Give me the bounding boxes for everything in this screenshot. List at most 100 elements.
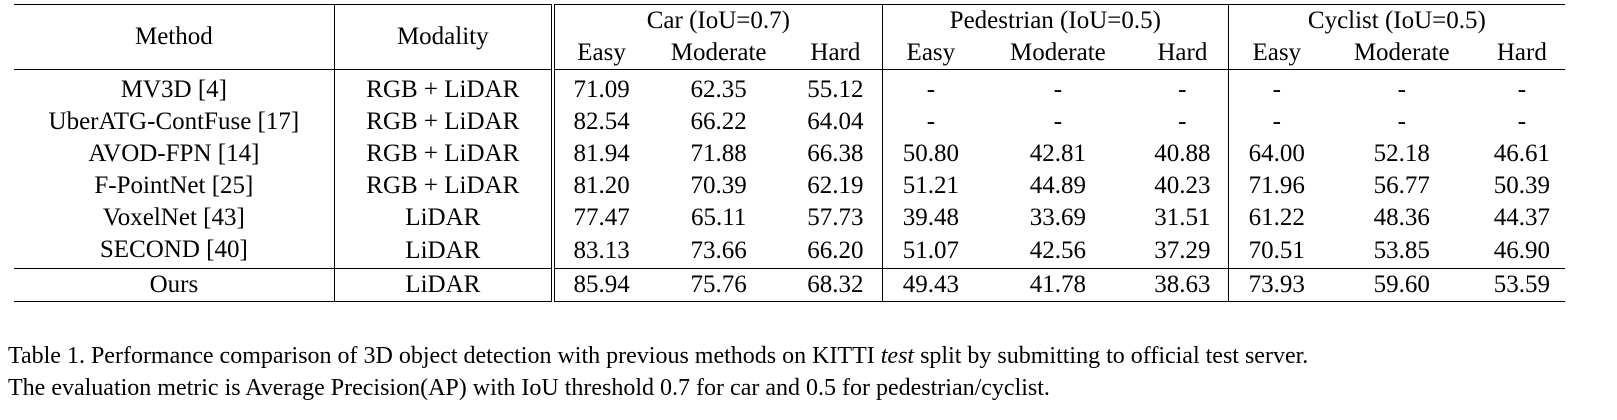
- value-cell: 46.61: [1493, 140, 1550, 167]
- value-cell: 48.36: [1373, 204, 1430, 231]
- value-cell: 73.66: [690, 237, 747, 264]
- table-row-ours: Ours LiDAR 85.94 75.76 68.32 49.43 41.78…: [14, 268, 1565, 302]
- method-cell: SECOND [40]: [99, 236, 248, 263]
- header-row-difficulty: Easy Moderate Hard Easy Moderate Hard Ea…: [14, 37, 1565, 70]
- table-caption: Table 1. Performance comparison of 3D ob…: [8, 340, 1608, 404]
- value-cell: 62.35: [648, 69, 789, 106]
- value-cell: 66.20: [807, 237, 864, 264]
- header-group-cyclist: Cyclist (IoU=0.5): [1227, 4, 1565, 37]
- table-row: MV3D [4] RGB + LiDAR 71.09 62.35 55.12 -…: [14, 69, 1565, 106]
- value-cell: 66.38: [807, 140, 864, 167]
- method-cell: F-PointNet [25]: [94, 172, 254, 199]
- value-cell: 38.63: [1136, 268, 1229, 302]
- value-cell: -: [978, 69, 1137, 106]
- value-cell: 71.09: [550, 69, 649, 106]
- value-cell: 62.19: [807, 172, 864, 199]
- value-cell-best: 75.76: [648, 268, 789, 302]
- value-cell: -: [1397, 108, 1406, 135]
- value-cell: 50.39: [1493, 172, 1550, 199]
- value-cell: 61.22: [1227, 202, 1325, 234]
- value-cell: 64.04: [807, 108, 864, 135]
- value-cell: 71.96: [1227, 170, 1325, 202]
- header-car-hard: Hard: [788, 37, 883, 70]
- value-cell: 71.88: [690, 140, 747, 167]
- value-cell: 31.51: [1154, 204, 1211, 231]
- header-group-car: Car (IoU=0.7): [550, 4, 883, 37]
- value-cell: 53.85: [1373, 237, 1430, 264]
- value-cell: -: [881, 69, 979, 106]
- value-cell: 70.51: [1227, 234, 1325, 269]
- value-cell: 64.00: [1227, 138, 1325, 170]
- value-cell: 37.29: [1154, 237, 1211, 264]
- caption-line-2: The evaluation metric is Average Precisi…: [8, 375, 1050, 401]
- header-car-easy: Easy: [550, 37, 649, 70]
- table-row: VoxelNet [43] LiDAR 77.47 65.11 57.73 39…: [14, 202, 1565, 234]
- method-cell: Ours: [14, 268, 335, 302]
- header-method: Method: [14, 4, 335, 70]
- value-cell-best: 53.59: [1478, 268, 1565, 302]
- results-table: Method Modality Car (IoU=0.7) Pedestrian…: [14, 4, 1565, 302]
- value-cell: 57.73: [807, 204, 864, 231]
- value-cell: 81.20: [550, 170, 649, 202]
- value-cell-best: 44.89: [1029, 172, 1086, 199]
- table-row: UberATG-ContFuse [17] RGB + LiDAR 82.54 …: [14, 106, 1565, 138]
- table-row: AVOD-FPN [14] RGB + LiDAR 81.94 71.88 66…: [14, 138, 1565, 170]
- value-cell: 42.81: [1029, 140, 1086, 167]
- value-cell: 42.56: [1029, 237, 1086, 264]
- header-ped-hard: Hard: [1136, 37, 1229, 70]
- header-ped-moderate: Moderate: [978, 37, 1137, 70]
- table-row: F-PointNet [25] RGB + LiDAR 81.20 70.39 …: [14, 170, 1565, 202]
- value-cell-best: 68.32: [788, 268, 883, 302]
- method-cell: AVOD-FPN [14]: [88, 140, 260, 167]
- table-row: SECOND [40] LiDAR 83.13 73.66 66.20 51.0…: [14, 234, 1565, 269]
- value-cell-best: 59.60: [1324, 268, 1479, 302]
- header-cyc-moderate: Moderate: [1324, 37, 1479, 70]
- value-cell: -: [1227, 69, 1325, 106]
- value-cell-best: 85.94: [550, 268, 649, 302]
- value-cell: -: [1517, 108, 1527, 135]
- method-cell: UberATG-ContFuse [17]: [48, 108, 300, 135]
- value-cell: 65.11: [690, 204, 747, 231]
- value-cell: -: [1053, 108, 1063, 135]
- modality-cell: RGB + LiDAR: [333, 69, 553, 106]
- modality-cell: RGB + LiDAR: [333, 170, 553, 202]
- caption-text: split by submitting to official test ser…: [914, 343, 1309, 369]
- value-cell: -: [1178, 108, 1187, 135]
- header-group-pedestrian: Pedestrian (IoU=0.5): [881, 4, 1229, 37]
- value-cell: 44.37: [1493, 204, 1550, 231]
- caption-line-1: Table 1. Performance comparison of 3D ob…: [8, 340, 1608, 372]
- value-cell-best: 40.88: [1154, 140, 1211, 167]
- value-cell-best: 51.21: [881, 170, 979, 202]
- value-cell: 55.12: [788, 69, 883, 106]
- modality-cell: RGB + LiDAR: [333, 106, 553, 138]
- modality-cell: LiDAR: [333, 202, 553, 234]
- header-cyc-easy: Easy: [1227, 37, 1325, 70]
- value-cell: 51.07: [881, 234, 979, 269]
- value-cell: 83.13: [550, 234, 649, 269]
- modality-cell: RGB + LiDAR: [333, 138, 553, 170]
- caption-text: Table 1. Performance comparison of 3D ob…: [8, 343, 881, 369]
- value-cell: -: [881, 106, 979, 138]
- header-modality: Modality: [333, 4, 553, 70]
- modality-cell: LiDAR: [333, 234, 553, 269]
- modality-cell: LiDAR: [333, 268, 553, 302]
- value-cell: 49.43: [881, 268, 979, 302]
- value-cell: -: [1136, 69, 1229, 106]
- value-cell: 56.77: [1373, 172, 1430, 199]
- value-cell: 41.78: [978, 268, 1137, 302]
- method-cell: VoxelNet [43]: [102, 204, 245, 231]
- value-cell: 52.18: [1373, 140, 1430, 167]
- value-cell: -: [1324, 69, 1479, 106]
- header-car-moderate: Moderate: [648, 37, 789, 70]
- value-cell: 33.69: [1029, 204, 1086, 231]
- value-cell: 40.23: [1154, 172, 1211, 199]
- value-cell: 50.80: [881, 138, 979, 170]
- value-cell: 66.22: [690, 108, 747, 135]
- value-cell: 82.54: [550, 106, 649, 138]
- value-cell-best: 73.93: [1227, 268, 1325, 302]
- caption-italic-text: test: [880, 343, 915, 369]
- value-cell: 81.94: [550, 138, 649, 170]
- header-ped-easy: Easy: [881, 37, 979, 70]
- value-cell: 77.47: [550, 202, 649, 234]
